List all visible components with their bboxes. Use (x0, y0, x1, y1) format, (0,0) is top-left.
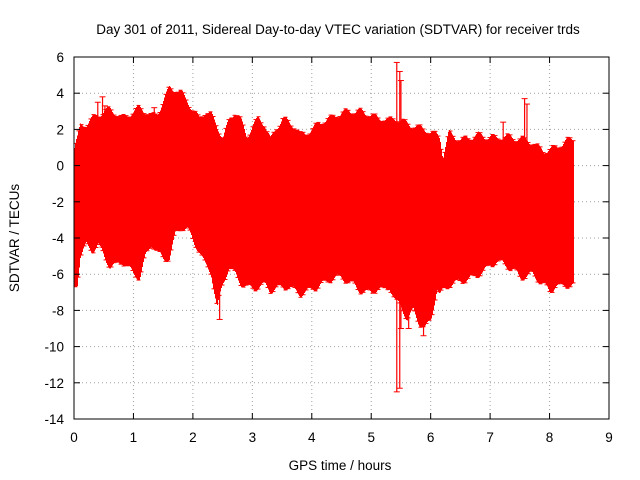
x-tick-label: 2 (189, 430, 197, 445)
y-tick-label: -8 (52, 303, 64, 318)
y-tick-label: -4 (52, 231, 64, 246)
y-tick-label: -10 (44, 340, 64, 355)
chart-title: Day 301 of 2011, Sidereal Day-to-day VTE… (96, 22, 580, 37)
y-tick-label: 2 (56, 122, 64, 137)
x-tick-label: 9 (605, 430, 613, 445)
x-axis-label: GPS time / hours (289, 458, 392, 473)
y-tick-label: -12 (44, 376, 64, 391)
x-tick-label: 8 (546, 430, 554, 445)
x-tick-label: 1 (130, 430, 138, 445)
y-axis-label: SDTVAR / TECUs (7, 184, 22, 293)
x-tick-label: 3 (249, 430, 257, 445)
y-tick-label: 6 (56, 50, 64, 65)
y-tick-label: 0 (56, 159, 64, 174)
x-tick-label: 5 (367, 430, 375, 445)
axes (73, 56, 610, 420)
tick-labels: 0 1 2 3 4 5 6 7 8 9 -14 -12 -10 -8 -6 -4 -2 0 2 4 6 (44, 50, 612, 445)
y-tick-label: -2 (52, 195, 64, 210)
y-tick-label: -14 (44, 412, 64, 427)
x-tick-label: 7 (486, 430, 494, 445)
x-tick-label: 6 (427, 430, 435, 445)
x-tick-label: 4 (308, 430, 316, 445)
data-series (73, 61, 576, 393)
y-tick-label: 4 (56, 86, 64, 101)
x-tick-label: 0 (70, 430, 78, 445)
y-tick-label: -6 (52, 267, 64, 282)
